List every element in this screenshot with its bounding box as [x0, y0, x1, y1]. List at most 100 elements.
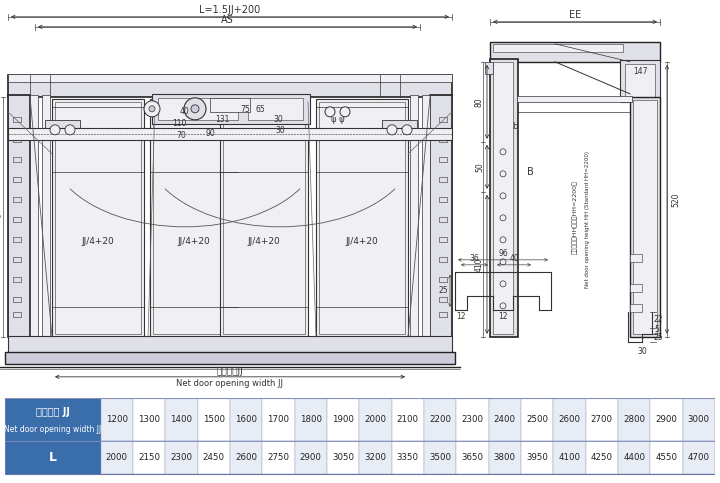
Bar	[489, 398, 521, 441]
Bar	[210, 98, 250, 112]
Text: JJ/4+20: JJ/4+20	[248, 237, 280, 246]
Bar	[262, 398, 294, 441]
Text: 1500: 1500	[203, 415, 225, 424]
Text: 25: 25	[654, 333, 664, 342]
Text: 4550: 4550	[655, 453, 678, 462]
Bar	[13, 117, 21, 122]
Text: 1600: 1600	[235, 415, 257, 424]
Text: 1200: 1200	[106, 415, 127, 424]
Bar	[13, 177, 21, 182]
Bar	[456, 398, 489, 441]
Circle shape	[65, 125, 75, 135]
Text: JJ/4+20: JJ/4+20	[346, 237, 379, 246]
Text: 2000: 2000	[106, 453, 127, 462]
Bar	[456, 441, 489, 474]
Bar	[382, 120, 417, 130]
Circle shape	[144, 101, 160, 117]
Bar	[683, 441, 715, 474]
Text: 2900: 2900	[300, 453, 322, 462]
Bar	[13, 237, 21, 242]
Bar	[55, 102, 141, 334]
Circle shape	[184, 98, 206, 120]
Text: 2750: 2750	[267, 453, 289, 462]
Text: ψ ψ: ψ ψ	[331, 115, 345, 124]
Bar	[150, 99, 238, 337]
Bar	[410, 95, 418, 337]
Text: 2600: 2600	[559, 415, 580, 424]
Bar	[101, 441, 133, 474]
Bar	[166, 441, 197, 474]
Text: 3950: 3950	[526, 453, 548, 462]
Bar	[585, 398, 618, 441]
Text: 1900: 1900	[332, 415, 354, 424]
Text: 3500: 3500	[429, 453, 451, 462]
Bar	[359, 441, 392, 474]
Bar	[13, 257, 21, 262]
Bar	[633, 100, 657, 334]
Bar	[223, 102, 305, 334]
Text: 96: 96	[498, 249, 508, 258]
Bar	[521, 441, 553, 474]
Bar	[13, 277, 21, 282]
Bar	[620, 60, 660, 102]
Bar	[618, 398, 650, 441]
Bar	[13, 217, 21, 222]
Text: 65: 65	[255, 105, 265, 114]
Bar	[133, 441, 166, 474]
Bar	[197, 441, 230, 474]
Bar	[8, 336, 452, 354]
Text: 2000: 2000	[364, 415, 387, 424]
Bar	[153, 102, 235, 334]
Text: L=1.5JJ+200: L=1.5JJ+200	[199, 5, 261, 15]
Text: 80: 80	[475, 97, 484, 107]
Bar	[327, 441, 359, 474]
Bar	[248, 98, 303, 120]
Text: 520: 520	[671, 193, 680, 207]
Text: 36: 36	[469, 254, 479, 263]
Bar	[166, 398, 197, 441]
Bar	[439, 297, 447, 302]
Text: 70: 70	[176, 131, 186, 141]
Bar	[392, 441, 424, 474]
Bar	[439, 312, 447, 317]
Bar	[490, 42, 660, 62]
Bar	[430, 95, 452, 337]
Text: 40: 40	[509, 254, 519, 263]
Circle shape	[325, 107, 335, 117]
Bar	[439, 117, 447, 122]
Bar	[262, 441, 294, 474]
Bar	[8, 128, 452, 140]
Circle shape	[50, 125, 60, 135]
Bar	[197, 398, 230, 441]
Bar	[294, 441, 327, 474]
Bar	[439, 177, 447, 182]
Text: 30: 30	[275, 127, 285, 135]
Text: 3800: 3800	[494, 453, 516, 462]
Bar	[650, 441, 683, 474]
Text: 110: 110	[172, 119, 186, 128]
Bar	[439, 217, 447, 222]
Text: 2500: 2500	[526, 415, 548, 424]
Text: 147: 147	[633, 67, 647, 76]
Bar	[319, 102, 405, 334]
Bar	[424, 441, 456, 474]
Bar	[439, 197, 447, 202]
Bar	[439, 237, 447, 242]
Text: 4700: 4700	[688, 453, 710, 462]
Text: 净开门高度HH（标准HH=2200）: 净开门高度HH（标准HH=2200）	[572, 180, 577, 254]
Text: 4400: 4400	[623, 453, 645, 462]
Circle shape	[191, 105, 199, 113]
Text: 3200: 3200	[364, 453, 387, 462]
Bar	[13, 157, 21, 162]
Bar	[52, 99, 144, 337]
Bar	[630, 97, 660, 337]
Text: 2450: 2450	[203, 453, 225, 462]
Bar	[630, 304, 642, 312]
Text: 131: 131	[215, 115, 229, 124]
Text: AS: AS	[221, 15, 234, 25]
Text: 12: 12	[456, 312, 466, 321]
Bar	[359, 398, 392, 441]
Bar	[585, 441, 618, 474]
Text: 1700: 1700	[267, 415, 289, 424]
Bar	[493, 44, 623, 52]
